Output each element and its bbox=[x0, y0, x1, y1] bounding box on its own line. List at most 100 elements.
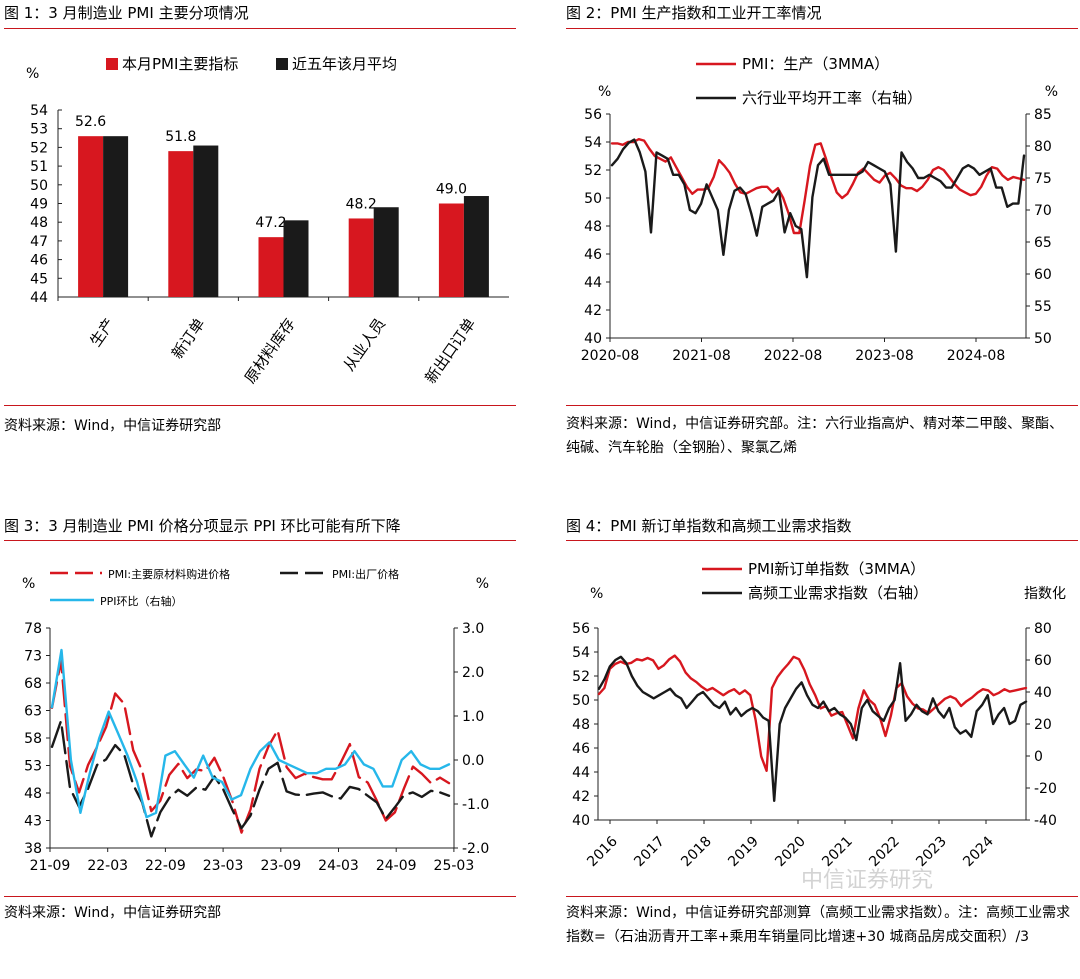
x-tick-label: 生产 bbox=[86, 315, 118, 350]
legend-label: PPI环比（右轴） bbox=[100, 594, 183, 608]
y-tick-label: 48 bbox=[30, 215, 48, 231]
panel-figure-1: 图 1：3 月制造业 PMI 主要分项情况 % 44 45 46 47 48 49 50 51 5… bbox=[4, 2, 516, 462]
left-tick-label: 46 bbox=[584, 247, 602, 263]
y-tick-label: 44 bbox=[30, 290, 48, 306]
right-tick-label: 40 bbox=[1034, 685, 1052, 701]
figure-3-source: 资料来源：Wind，中信证券研究部 bbox=[4, 905, 222, 921]
right-tick-label: 80 bbox=[1034, 139, 1052, 155]
figure-1-title: 图 1：3 月制造业 PMI 主要分项情况 bbox=[4, 4, 249, 22]
y-tick-label: 51 bbox=[30, 159, 48, 175]
left-tick-label: 38 bbox=[24, 841, 42, 857]
figure-3-chart: % % 38 43 48 53 58 63 68 73 78 -2.0 -1.0 0.0 1.0 2.0 3.0… bbox=[22, 567, 489, 874]
legend-label: PMI:主要原材料购进价格 bbox=[108, 567, 230, 581]
figure-4-title: 图 4：PMI 新订单指数和高频工业需求指数 bbox=[566, 517, 852, 535]
y-tick-label: 45 bbox=[30, 271, 48, 287]
x-tick-label: 23-09 bbox=[260, 858, 301, 874]
legend-swatch bbox=[106, 58, 118, 70]
right-tick-label: 0 bbox=[1034, 749, 1043, 765]
left-tick-label: 56 bbox=[584, 107, 602, 123]
right-tick-label: -1.0 bbox=[462, 797, 489, 813]
panel-figure-4: 图 4：PMI 新订单指数和高频工业需求指数 % 指数化 40 42 44 46 48 50 5… bbox=[566, 515, 1078, 979]
right-tick-label: 1.0 bbox=[462, 709, 484, 725]
x-tick-label: 2023 bbox=[913, 834, 950, 871]
y-tick-label: 50 bbox=[30, 178, 48, 194]
left-tick-label: 68 bbox=[24, 676, 42, 692]
figure-1-source: 资料来源：Wind，中信证券研究部 bbox=[4, 418, 222, 434]
x-tick-label: 原材料库存 bbox=[241, 315, 299, 387]
figure-2-chart: % % 40 42 44 46 48 50 52 54 56 50 55 60 65 70 75 80 85 2020… bbox=[581, 55, 1058, 364]
bar-current bbox=[258, 237, 284, 297]
bar-five-year-average bbox=[283, 220, 309, 297]
bar-current bbox=[168, 151, 194, 297]
y-tick-label: 52 bbox=[30, 140, 48, 156]
left-tick-label: 58 bbox=[24, 731, 42, 747]
figure-1-chart: % 44 45 46 47 48 49 50 51 52 53 54 52.6 生产 51.8 新订单 47.2… bbox=[26, 55, 509, 387]
x-tick-label: 从业人员 bbox=[340, 315, 389, 374]
y-tick-label: 54 bbox=[30, 103, 48, 119]
series-line-1 bbox=[610, 138, 1026, 279]
bar-data-label: 51.8 bbox=[165, 129, 196, 145]
x-tick-label: 23-03 bbox=[203, 858, 244, 874]
bar-data-label: 48.2 bbox=[346, 196, 377, 212]
right-tick-label: 50 bbox=[1034, 331, 1052, 347]
bar-current bbox=[348, 218, 374, 297]
bar-data-label: 52.6 bbox=[75, 114, 106, 130]
x-tick-label: 新出口订单 bbox=[421, 315, 479, 387]
left-axis-unit: % bbox=[598, 84, 611, 100]
x-tick-label: 24-03 bbox=[318, 858, 359, 874]
y-tick-label: 49 bbox=[30, 197, 48, 213]
left-axis-unit: % bbox=[22, 576, 35, 592]
left-tick-label: 50 bbox=[584, 191, 602, 207]
y-axis-unit: % bbox=[26, 66, 39, 82]
right-tick-label: 85 bbox=[1034, 107, 1052, 123]
figure-1-bottom-rule bbox=[4, 405, 516, 406]
left-tick-label: 44 bbox=[572, 765, 590, 781]
x-tick-label: 22-03 bbox=[87, 858, 128, 874]
left-tick-label: 78 bbox=[24, 621, 42, 637]
figure-2-top-rule bbox=[566, 28, 1078, 29]
right-tick-label: 65 bbox=[1034, 235, 1052, 251]
x-tick-label: 2021 bbox=[819, 834, 856, 871]
bar-data-label: 49.0 bbox=[436, 182, 467, 198]
x-tick-label: 2022 bbox=[866, 834, 903, 871]
bar-five-year-average bbox=[103, 136, 129, 297]
x-tick-label: 2021-08 bbox=[672, 348, 731, 364]
series-line-2 bbox=[50, 648, 451, 819]
x-tick-label: 25-03 bbox=[434, 858, 475, 874]
left-tick-label: 53 bbox=[24, 759, 42, 775]
right-tick-label: 3.0 bbox=[462, 621, 484, 637]
panel-figure-2: 图 2：PMI 生产指数和工业开工率情况 %% 40 42 44 46 48 50 52 54 5… bbox=[566, 2, 1078, 462]
series-line-1 bbox=[50, 719, 451, 838]
figure-3-bottom-rule bbox=[4, 896, 516, 897]
right-tick-label: -40 bbox=[1034, 813, 1057, 829]
right-tick-label: 0.0 bbox=[462, 753, 484, 769]
right-tick-label: 55 bbox=[1034, 299, 1052, 315]
figure-4-bottom-rule bbox=[566, 896, 1078, 897]
bar-five-year-average bbox=[193, 145, 219, 297]
left-tick-label: 46 bbox=[572, 741, 590, 757]
x-tick-label: 21-09 bbox=[30, 858, 71, 874]
legend-label: 六行业平均开工率（右轴） bbox=[742, 89, 922, 107]
watermark-text: 中信证券研究 bbox=[801, 868, 933, 893]
right-axis-unit: % bbox=[476, 576, 489, 592]
left-tick-label: 52 bbox=[572, 669, 590, 685]
series-line-1 bbox=[597, 655, 1028, 803]
legend-label: PMI:出厂价格 bbox=[332, 567, 399, 581]
legend-label: 近五年该月平均 bbox=[292, 55, 397, 73]
figure-2-source: 资料来源：Wind，中信证券研究部。注：六行业指高炉、精对苯二甲酸、聚酯、纯碱、… bbox=[566, 416, 1064, 456]
left-tick-label: 52 bbox=[584, 163, 602, 179]
left-tick-label: 63 bbox=[24, 704, 42, 720]
left-tick-label: 73 bbox=[24, 649, 42, 665]
left-tick-label: 44 bbox=[584, 275, 602, 291]
figure-1-top-rule bbox=[4, 28, 516, 29]
right-tick-label: 20 bbox=[1034, 717, 1052, 733]
right-tick-label: 75 bbox=[1034, 171, 1052, 187]
x-tick-label: 2020-08 bbox=[581, 348, 640, 364]
x-tick-label: 2018 bbox=[678, 834, 715, 871]
x-tick-label: 2016 bbox=[584, 833, 621, 870]
x-tick-label: 2023-08 bbox=[855, 348, 914, 364]
left-tick-label: 54 bbox=[572, 645, 590, 661]
figure-2-title: 图 2：PMI 生产指数和工业开工率情况 bbox=[566, 4, 822, 22]
legend-swatch bbox=[276, 58, 288, 70]
y-tick-label: 53 bbox=[30, 122, 48, 138]
